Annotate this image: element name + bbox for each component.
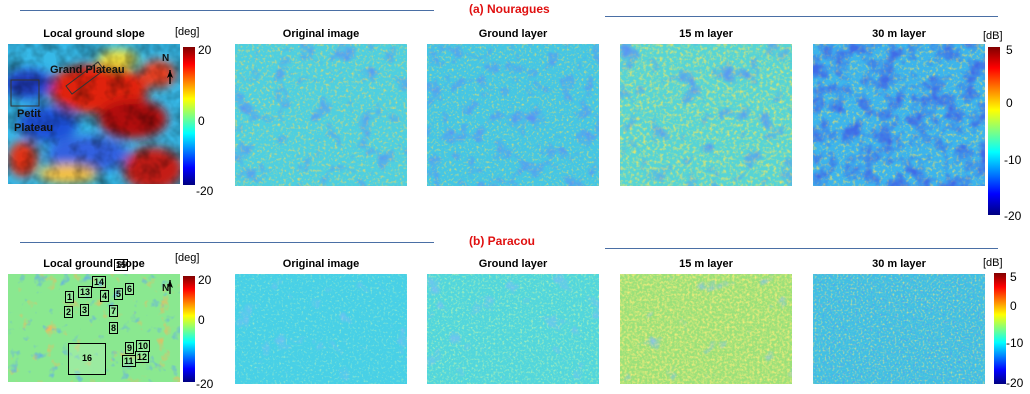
row-a-ground-map [427, 44, 599, 186]
row-a-title-15m: 15 m layer [679, 28, 733, 40]
row-a-db-unit: [dB] [983, 30, 1003, 42]
plot-5: 5 [114, 288, 124, 300]
plot-8: 8 [109, 322, 119, 334]
row-a-db-colorbar [988, 47, 1000, 215]
row-a-slope-colorbar [183, 47, 195, 185]
row-a-right-rule [605, 16, 998, 17]
row-a-slope-tick-bottom: -20 [196, 184, 214, 198]
row-b-slope-colorbar [183, 276, 195, 382]
row-a-15m-map [620, 44, 792, 186]
row-b-left-rule [20, 242, 434, 243]
row-a-slope-tick-top: 20 [198, 43, 212, 57]
row-b-slope-title: Local ground slope [43, 258, 145, 270]
row-a-title-30m: 30 m layer [872, 28, 926, 40]
row-b-slope-tick-top: 20 [198, 273, 212, 287]
row-b-slope-tick-bottom: -20 [196, 377, 214, 391]
row-a-original-map [235, 44, 407, 186]
row-b-title-15m: 15 m layer [679, 258, 733, 270]
row-a-grand-plateau-label: Grand Plateau [50, 64, 125, 76]
row-b-section-title: (b) Paracou [469, 234, 536, 248]
row-a-db-tick-5: 5 [1006, 43, 1013, 57]
row-a-plateau-label: Plateau [14, 122, 54, 134]
plot-2: 2 [64, 306, 74, 318]
plot-13: 13 [78, 286, 93, 298]
row-b-30m-map [813, 274, 985, 384]
row-a-slope-tick-mid: 0 [198, 114, 205, 128]
row-b-title-ground: Ground layer [478, 258, 548, 270]
row-a-petit-label: Petit [17, 108, 41, 120]
row-b-slope-tick-mid: 0 [198, 313, 205, 327]
plot-15: 15 [114, 259, 129, 271]
row-b-right-rule [605, 248, 998, 249]
row-a-title-ground: Ground layer [478, 28, 548, 40]
plot-9: 9 [125, 342, 135, 354]
row-b-slope-map [8, 274, 180, 382]
row-a-db-tick-0: 0 [1006, 96, 1013, 110]
row-b-db-tick-m20: -20 [1006, 376, 1024, 390]
plot-14: 14 [92, 276, 107, 288]
row-b-north-label: N [162, 283, 170, 294]
row-b-15m-map [620, 274, 792, 384]
row-a-section-title: (a) Nouragues [469, 2, 550, 16]
plot-7: 7 [109, 305, 119, 317]
plot-11: 11 [122, 355, 136, 367]
row-b-db-tick-m10: -10 [1006, 336, 1024, 350]
row-a-slope-title: Local ground slope [43, 28, 145, 40]
row-a-slope-unit: [deg] [175, 26, 200, 38]
row-b-db-unit: [dB] [983, 257, 1003, 269]
row-b-db-colorbar [994, 273, 1006, 384]
row-a-db-tick-m20: -20 [1004, 209, 1022, 223]
row-b-ground-map [427, 274, 599, 384]
row-a-db-tick-m10: -10 [1004, 153, 1022, 167]
row-b-slope-unit: [deg] [175, 252, 200, 264]
row-b-title-original: Original image [282, 258, 360, 270]
plot-3: 3 [80, 304, 90, 316]
row-b-db-tick-0: 0 [1010, 299, 1017, 313]
plot-16-label: 16 [81, 353, 92, 363]
row-a-slope-map [8, 44, 180, 184]
row-a-30m-map [813, 44, 985, 186]
plot-12: 12 [135, 351, 150, 363]
plot-16: 16 [68, 343, 106, 375]
row-a-slope-svg [8, 44, 180, 184]
plot-4: 4 [100, 290, 110, 302]
row-a-title-original: Original image [282, 28, 360, 40]
row-b-db-tick-5: 5 [1010, 270, 1017, 284]
row-b-title-30m: 30 m layer [872, 258, 926, 270]
row-a-left-rule [20, 10, 434, 11]
row-a-north-label: N [162, 53, 170, 64]
row-b-original-map [235, 274, 407, 384]
plot-6: 6 [125, 283, 135, 295]
plot-1: 1 [65, 291, 75, 303]
